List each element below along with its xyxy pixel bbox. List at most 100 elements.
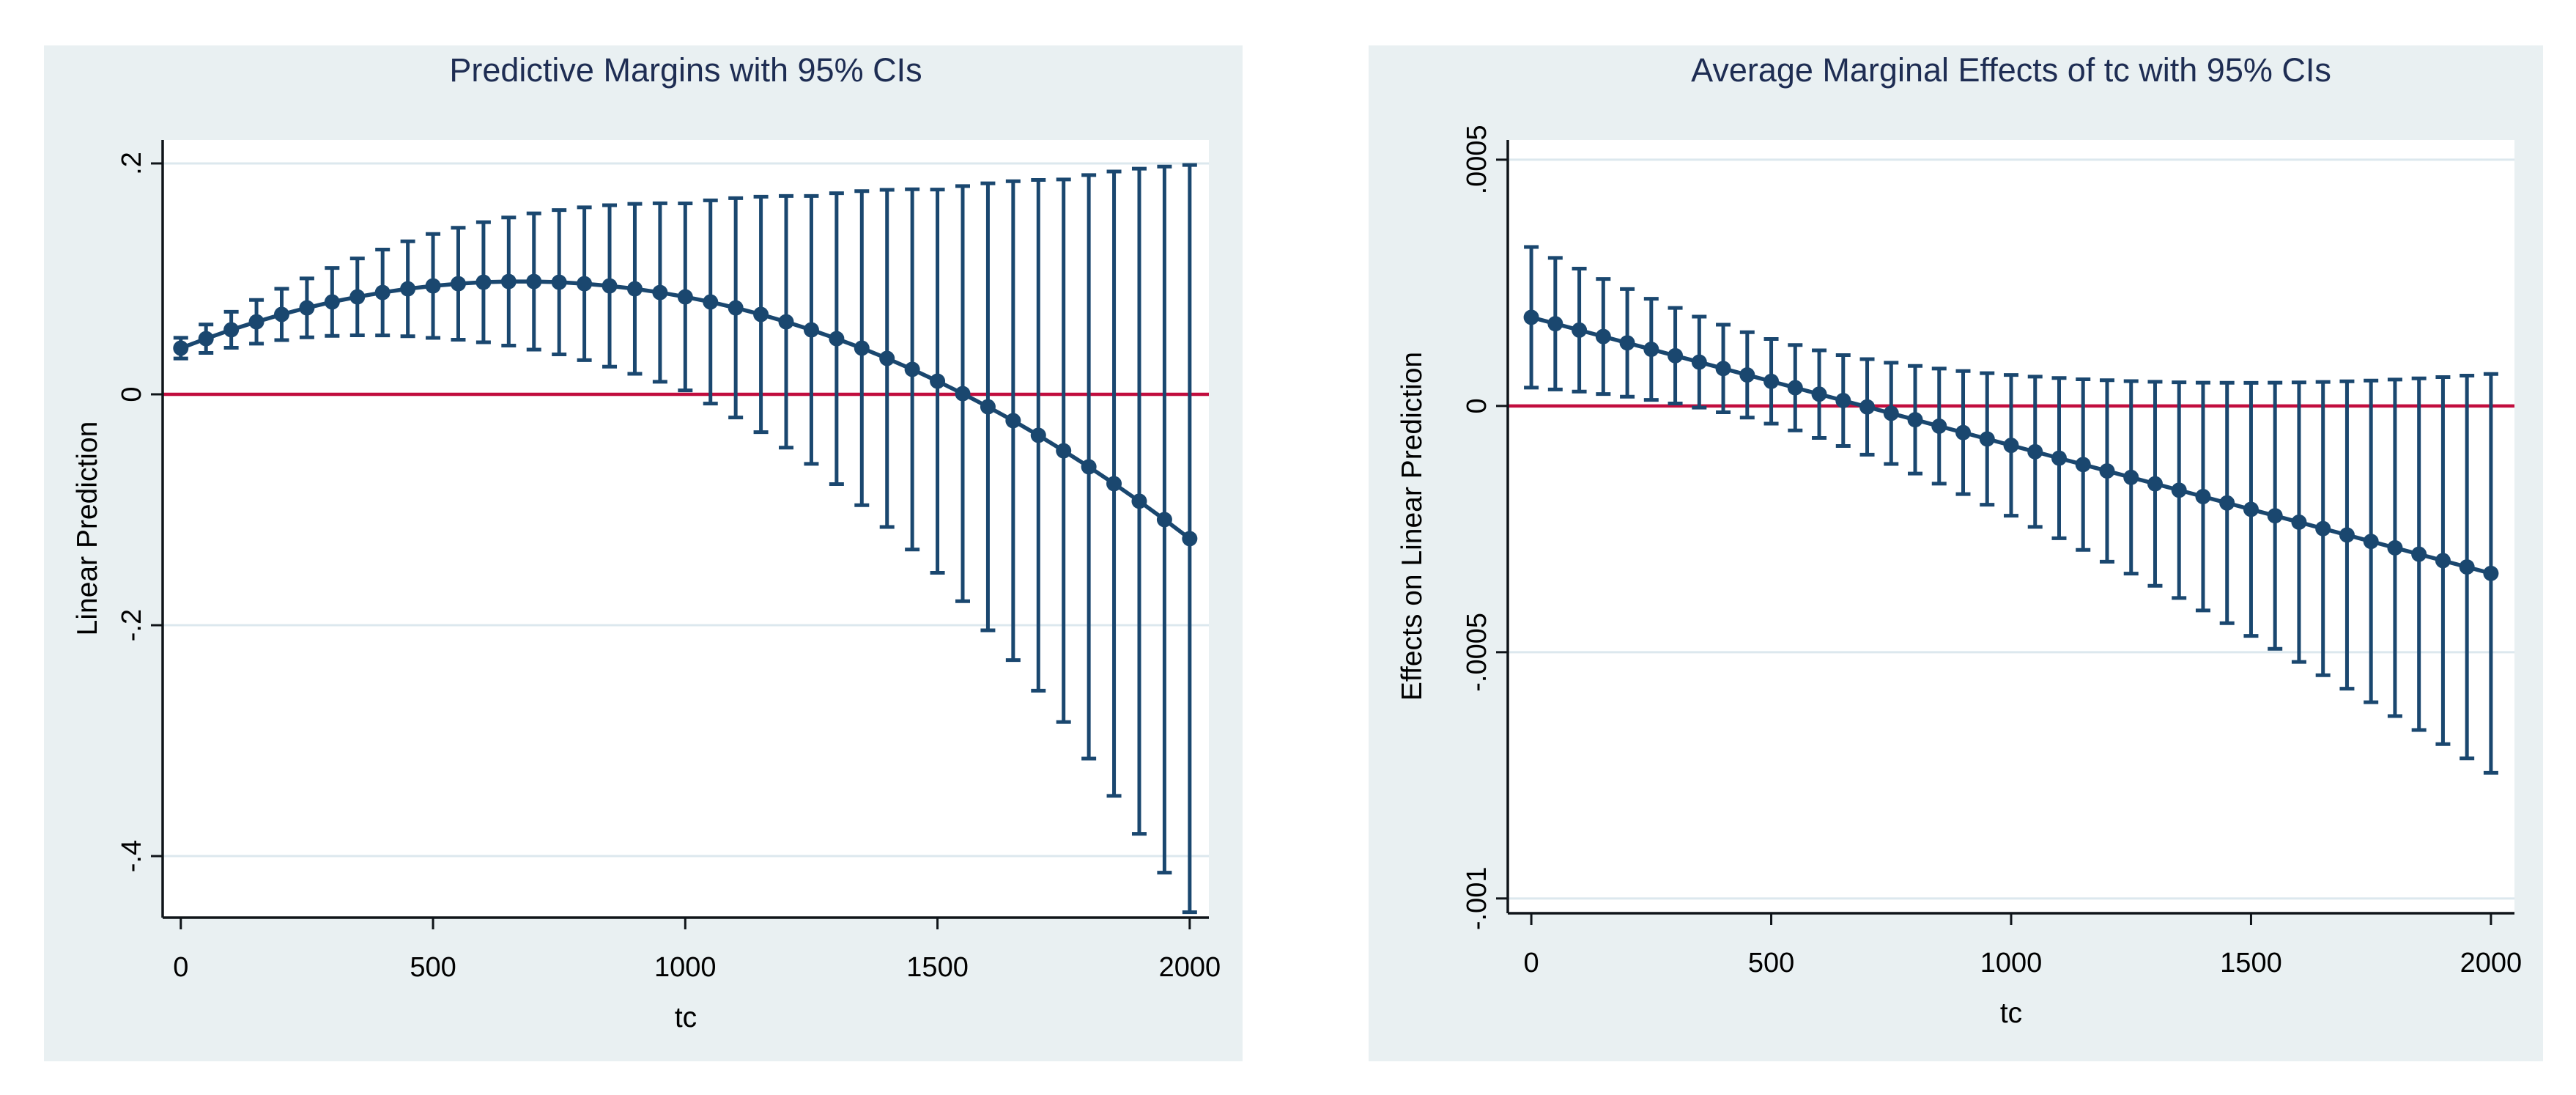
data-point [728,300,744,316]
data-point [2075,457,2091,473]
data-point [198,331,214,347]
data-point [829,331,845,347]
y-tick-label: -.2 [116,609,147,641]
data-point [904,361,920,377]
x-tick-label: 1500 [2220,948,2282,978]
data-point [854,340,870,356]
y-tick-label: .0005 [1462,125,1492,194]
data-point [803,322,819,338]
data-point [1619,335,1635,351]
data-point [2483,565,2499,581]
right-chart-title: Average Marginal Effects of tc with 95% … [1691,51,2331,89]
x-tick-label: 2000 [2460,948,2523,978]
data-point [602,278,618,294]
x-tick-label: 1500 [906,952,969,983]
data-point [1715,361,1731,377]
data-point [1979,431,1995,447]
data-point [2363,534,2379,550]
data-point [1931,418,1947,434]
data-point [324,294,340,310]
data-point [2243,501,2259,517]
data-point [1668,347,1684,364]
data-point [2315,520,2331,537]
data-point [1835,392,1851,408]
data-point [2195,489,2211,505]
y-tick-label: -.4 [116,840,147,872]
data-point [1572,322,1588,338]
data-point [778,314,794,330]
data-point [1547,316,1563,332]
data-point [2435,553,2451,569]
data-point [2411,546,2427,562]
x-tick-label: 0 [173,952,188,983]
data-point [2219,495,2235,511]
data-point [879,350,895,366]
data-point [2267,508,2283,524]
data-point [1691,354,1707,370]
data-point [703,294,719,310]
left-x-axis-label: tc [674,1002,697,1033]
data-point [2459,559,2475,575]
data-point [980,399,996,415]
data-point [1787,380,1803,396]
data-point [1081,459,1097,475]
data-point [526,273,542,290]
data-point [1523,309,1539,325]
data-point [273,306,289,322]
x-tick-label: 2000 [1159,952,1221,983]
data-point [1106,476,1122,492]
right-chart-panel: .0005 0 -.0005 -.001 0 500 1000 1500 2000 Averag… [1369,45,2543,1061]
left-plot-svg: .2 0 -.2 -.4 0 500 1000 1500 2000 [116,140,1221,983]
data-point [753,306,769,322]
data-point [2171,482,2187,498]
y-tick-label: 0 [116,386,147,402]
data-point [1763,373,1780,389]
data-point [1907,412,1923,428]
data-point [248,314,264,330]
left-chart-title: Predictive Margins with 95% CIs [449,51,922,89]
data-point [1131,493,1147,509]
data-point [1739,367,1755,383]
x-tick-label: 500 [1748,948,1794,978]
data-point [626,281,643,297]
y-tick-label: -.001 [1462,867,1492,931]
data-point [652,284,668,301]
data-point [1643,342,1659,358]
data-point [2003,438,2019,454]
data-point [1811,386,1827,402]
data-point [2099,463,2115,479]
data-point [400,281,416,297]
x-tick-label: 1000 [654,952,717,983]
plot-background [1508,140,2514,913]
data-point [1883,405,1899,421]
left-chart-panel: .2 0 -.2 -.4 0 500 1000 1500 2000 Predictive Mar… [44,45,1243,1061]
data-point [1859,399,1876,415]
data-point [2123,469,2139,485]
data-point [2027,443,2043,460]
left-y-axis-label: Linear Prediction [72,421,103,636]
data-point [955,386,971,402]
right-y-axis-label: Effects on Linear Prediction [1396,351,1428,701]
data-point [1182,531,1198,547]
data-point [1955,424,1972,440]
x-tick-label: 1000 [1980,948,2043,978]
data-point [173,340,189,356]
data-point [930,373,946,389]
data-point [450,276,466,292]
data-point [677,289,693,305]
data-point [374,284,391,301]
data-point [475,274,492,290]
data-point [1005,413,1021,429]
data-point [299,300,315,316]
y-tick-label: -.0005 [1462,613,1492,692]
x-tick-label: 0 [1524,948,1539,978]
data-point [500,273,517,290]
right-x-axis-label: tc [1999,998,2023,1029]
data-point [349,289,366,305]
data-point [1056,443,1072,459]
y-tick-label: 0 [1462,398,1492,413]
data-point [2291,514,2307,530]
data-point [2339,527,2355,543]
y-tick-label: .2 [116,152,147,175]
